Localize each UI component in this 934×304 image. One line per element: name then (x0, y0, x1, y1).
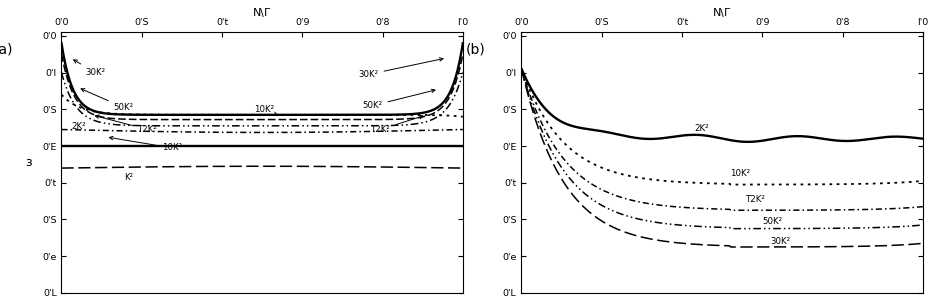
Text: 30K²: 30K² (359, 58, 443, 79)
Text: 30K²: 30K² (74, 60, 106, 77)
Text: 2K²: 2K² (72, 123, 86, 131)
X-axis label: $\mathsf{N\backslash\Gamma}$: $\mathsf{N\backslash\Gamma}$ (713, 5, 732, 19)
Text: 50K²: 50K² (81, 89, 134, 112)
Text: 10K²: 10K² (730, 169, 750, 178)
Text: 2K²: 2K² (694, 124, 709, 133)
X-axis label: $\mathsf{N\backslash\Gamma}$: $\mathsf{N\backslash\Gamma}$ (252, 5, 272, 19)
Text: T2K²: T2K² (95, 115, 158, 134)
Text: 50K²: 50K² (762, 217, 783, 226)
Text: T2K²: T2K² (746, 195, 766, 204)
Text: 50K²: 50K² (362, 89, 435, 110)
Text: 10K²: 10K² (109, 136, 182, 152)
Text: (b): (b) (465, 42, 485, 56)
Text: T2K²: T2K² (371, 116, 423, 134)
Y-axis label: з: з (25, 156, 32, 169)
Text: K²: K² (123, 173, 133, 182)
Text: 10K²: 10K² (254, 105, 277, 115)
Text: 30K²: 30K² (771, 237, 790, 246)
Text: (a): (a) (0, 42, 13, 56)
